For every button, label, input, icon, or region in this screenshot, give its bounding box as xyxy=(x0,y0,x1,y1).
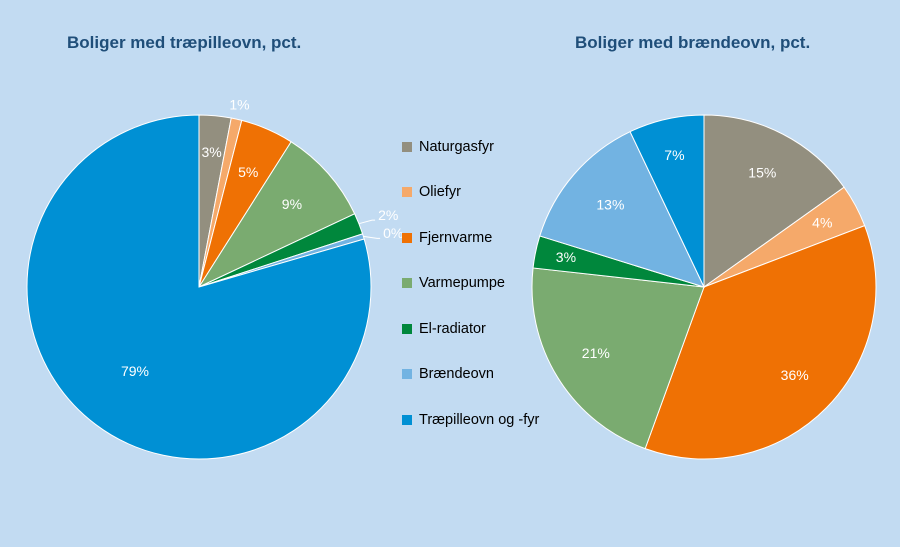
legend-swatch-el-radiator xyxy=(402,323,412,334)
data-label-oliefyr: 4% xyxy=(812,214,832,230)
legend-label-varmepumpe: Varmepumpe xyxy=(419,275,505,292)
legend-item-oliefyr: Oliefyr xyxy=(402,170,539,216)
legend-item-traepilleovn: Træpilleovn og -fyr xyxy=(402,397,539,443)
data-label-varmepumpe: 9% xyxy=(282,196,302,212)
data-label-el-radiator: 2% xyxy=(378,207,398,223)
legend-label-traepilleovn: Træpilleovn og -fyr xyxy=(419,411,540,428)
pie-left: 3% 1% 5% 9% 2% 0% 79% xyxy=(26,96,403,460)
legend-swatch-fjernvarme xyxy=(402,232,412,243)
data-label-el-radiator: 3% xyxy=(556,249,576,265)
legend-label-el-radiator: El-radiator xyxy=(419,320,486,337)
legend-item-el-radiator: El-radiator xyxy=(402,306,539,352)
legend-label-fjernvarme: Fjernvarme xyxy=(419,229,493,246)
legend-item-braendeovn: Brændeovn xyxy=(402,352,539,398)
legend-label-oliefyr: Oliefyr xyxy=(419,184,461,201)
legend-swatch-traepilleovn xyxy=(402,414,412,425)
pie-slice-varmepumpe xyxy=(531,267,705,450)
data-label-fjernvarme: 36% xyxy=(781,367,809,383)
leader-line-el-radiator xyxy=(358,219,376,225)
pie-slice-traepilleovn-og-fyr xyxy=(26,114,372,460)
legend-swatch-naturgasfyr xyxy=(402,141,412,152)
data-label-naturgasfyr: 15% xyxy=(748,165,776,181)
left-chart-title: Boliger med træpilleovn, pct. xyxy=(67,33,302,52)
legend-item-naturgasfyr: Naturgasfyr xyxy=(402,124,539,170)
data-label-traepilleovn-og-fyr: 7% xyxy=(664,147,684,163)
pie-slice-varmepumpe xyxy=(197,141,356,289)
pie-right: 15% 4% 36% 21% 3% 13% 7% xyxy=(531,114,877,460)
pie-slice-naturgasfyr xyxy=(703,114,845,288)
data-label-naturgasfyr: 3% xyxy=(201,144,221,160)
leader-line-braendeovn xyxy=(363,235,381,239)
legend-swatch-varmepumpe xyxy=(402,278,412,289)
data-label-oliefyr: 1% xyxy=(229,96,249,112)
legend: Naturgasfyr Oliefyr Fjernvarme Varmepump… xyxy=(402,124,539,443)
legend-swatch-braendeovn xyxy=(402,369,412,380)
data-label-traepilleovn-og-fyr: 79% xyxy=(121,363,149,379)
data-label-varmepumpe: 21% xyxy=(582,345,610,361)
legend-label-braendeovn: Brændeovn xyxy=(419,366,494,383)
data-label-fjernvarme: 5% xyxy=(238,164,258,180)
pie-slice-fjernvarme xyxy=(644,224,877,460)
pie-slice-braendeovn xyxy=(539,131,705,288)
data-label-braendeovn: 13% xyxy=(596,197,624,213)
data-label-braendeovn: 0% xyxy=(383,225,403,241)
right-chart-title: Boliger med brændeovn, pct. xyxy=(575,33,811,52)
pie-slice-traepilleovn-og-fyr xyxy=(629,114,705,288)
legend-item-fjernvarme: Fjernvarme xyxy=(402,215,539,261)
legend-swatch-oliefyr xyxy=(402,187,412,198)
legend-item-varmepumpe: Varmepumpe xyxy=(402,261,539,307)
legend-label-naturgasfyr: Naturgasfyr xyxy=(419,138,494,155)
